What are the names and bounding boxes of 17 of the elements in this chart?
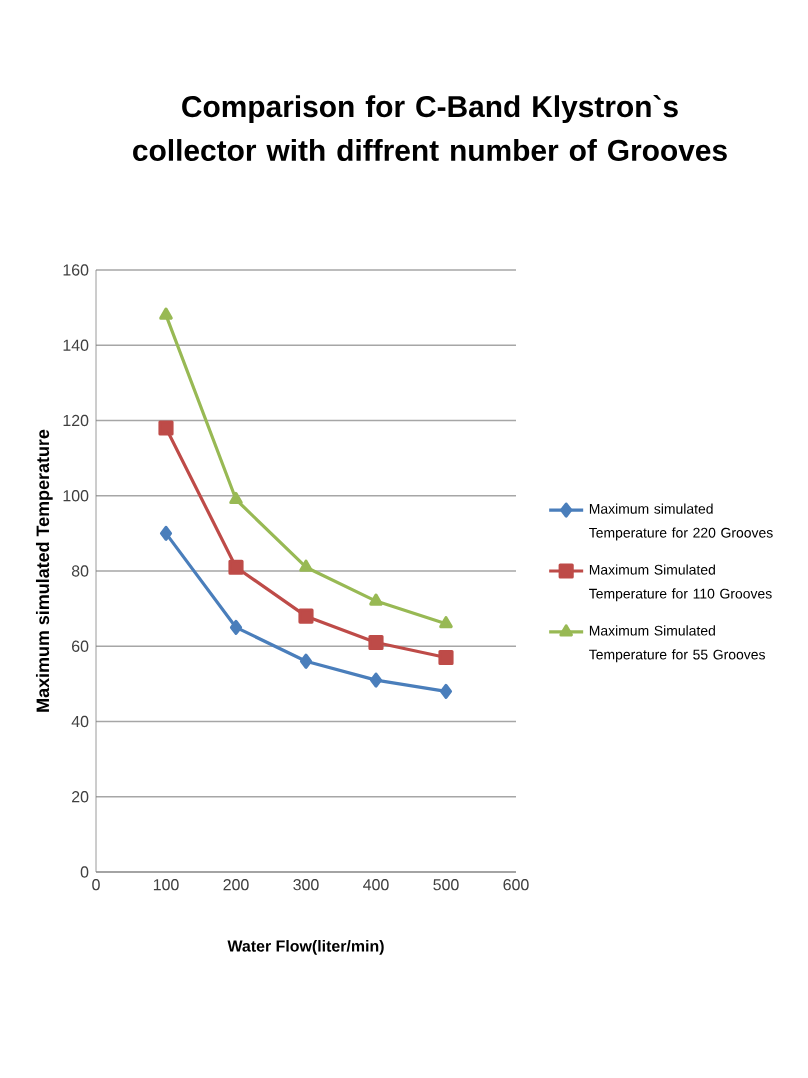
point — [439, 683, 453, 699]
y-axis-title: Maximum simulated Temperature — [35, 429, 53, 712]
point — [158, 420, 174, 436]
point — [298, 608, 314, 624]
point — [229, 619, 243, 635]
chart-title: Comparison for C-Band Klystron`s collector with diffrent number of Grooves — [133, 94, 727, 161]
point — [159, 307, 173, 320]
point — [368, 634, 384, 651]
point — [299, 559, 313, 572]
point — [228, 559, 244, 575]
point — [369, 672, 383, 688]
point — [369, 593, 383, 606]
point — [438, 649, 454, 666]
point — [439, 616, 453, 629]
point — [159, 525, 173, 541]
point — [229, 491, 243, 505]
point — [299, 653, 313, 669]
